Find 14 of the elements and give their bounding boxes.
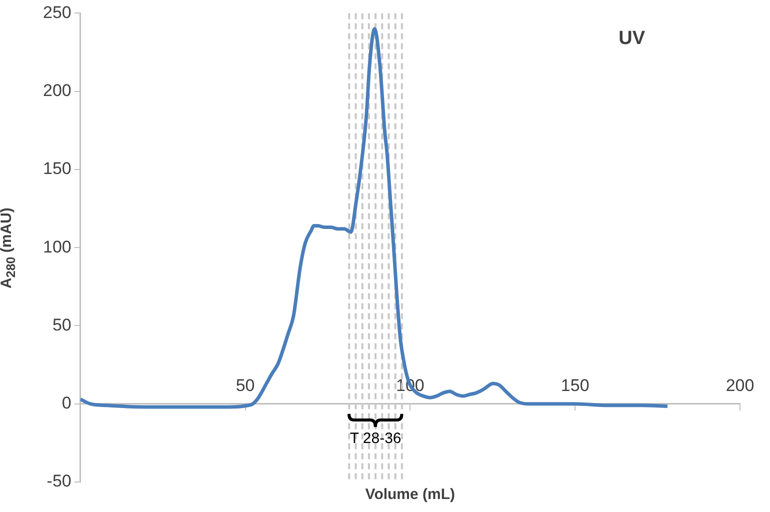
x-axis-title: Volume (mL) xyxy=(364,486,456,503)
x-tick-label: 200 xyxy=(726,376,754,395)
x-tick-label: 50 xyxy=(236,376,255,395)
annotation: UV xyxy=(618,28,645,50)
line-series xyxy=(80,27,670,409)
y-tick-label: 0 xyxy=(62,394,72,413)
y-tick-label: -50 xyxy=(46,472,72,491)
y-tick-label: 150 xyxy=(42,159,72,178)
annotation: T 28-36 xyxy=(348,430,402,447)
y-tick-label: 50 xyxy=(52,315,72,334)
x-tick-label: 150 xyxy=(560,376,590,395)
y-tick-label: 250 xyxy=(42,2,72,22)
y-tick-label: 200 xyxy=(42,81,72,100)
y-tick-label: 100 xyxy=(42,237,72,256)
